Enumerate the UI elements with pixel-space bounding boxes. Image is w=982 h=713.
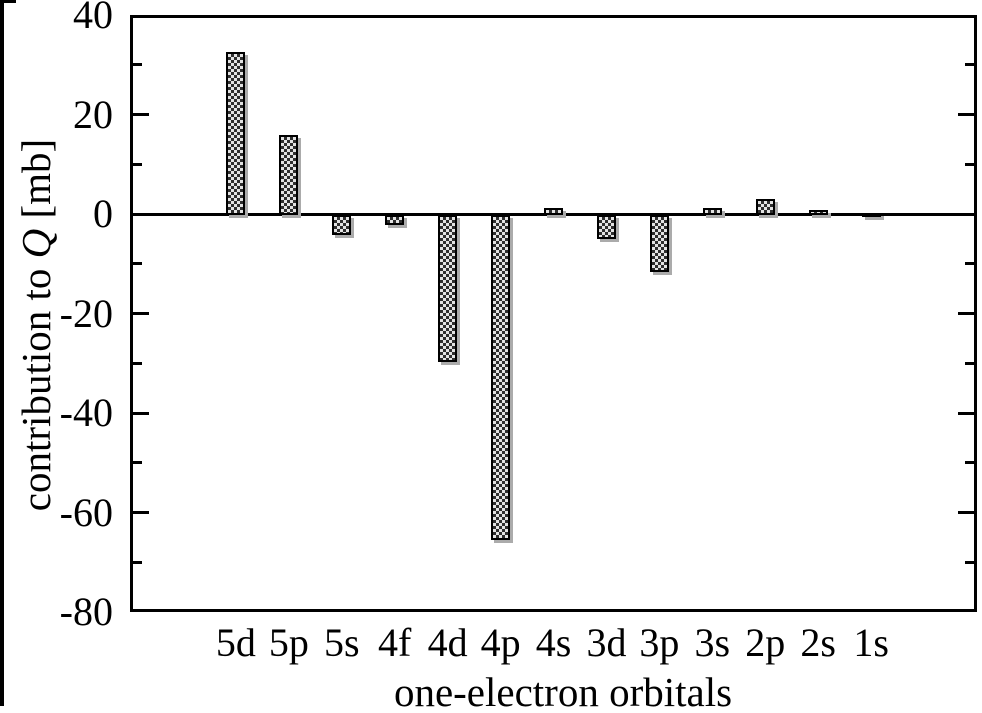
y-tick-right--30 <box>965 361 974 365</box>
y-tick-right--10 <box>965 262 974 266</box>
y-tick-left--50 <box>133 461 142 465</box>
y-tick-left--20 <box>133 312 149 315</box>
y-tick-left--60 <box>133 511 149 514</box>
y-tick-label--20: -20 <box>59 290 113 336</box>
x-tick-label-4d: 4d <box>427 620 468 665</box>
y-tick-right-30 <box>965 63 974 67</box>
y-axis-title-suffix: [mb] <box>13 138 59 229</box>
y-tick-right-10 <box>965 162 974 166</box>
x-tick-label-3p: 3p <box>639 620 680 665</box>
y-tick-left-30 <box>133 63 142 67</box>
x-tick-label-5d: 5d <box>215 620 256 665</box>
x-tick-label-4p: 4p <box>480 620 521 665</box>
figure-frame-left-line <box>0 0 4 706</box>
y-tick-label--60: -60 <box>59 489 113 535</box>
bar-3p <box>649 215 669 272</box>
y-tick-right--70 <box>965 560 974 564</box>
bar-5p <box>279 135 299 215</box>
y-tick-right--20 <box>958 312 974 315</box>
bar-4f <box>385 215 405 226</box>
bar-4d <box>438 215 458 363</box>
y-tick-label-20: 20 <box>73 91 113 137</box>
figure-frame-top-stub <box>0 0 16 3</box>
bar-2p <box>755 199 775 215</box>
bar-4s <box>544 207 563 215</box>
x-tick-label-3s: 3s <box>694 620 731 665</box>
x-tick-label-1s: 1s <box>853 620 889 665</box>
x-tick-label-2p: 2p <box>745 620 786 665</box>
bar-5s <box>332 215 352 235</box>
y-axis-title-symbol: Q <box>13 228 59 259</box>
x-tick-label-5s: 5s <box>323 620 360 665</box>
x-tick-label-2s: 2s <box>800 620 836 665</box>
y-tick-right--40 <box>958 411 974 415</box>
bar-5d <box>226 52 246 215</box>
x-tick-label-4s: 4s <box>535 620 572 665</box>
y-tick-left-0 <box>133 212 149 216</box>
x-tick-label-5p: 5p <box>268 620 309 665</box>
y-tick-left--10 <box>133 262 142 266</box>
x-axis-title: one-electron orbitals <box>393 669 733 713</box>
y-tick-right-0 <box>958 212 974 216</box>
y-axis-title: contribution to Q [mb] <box>13 25 59 625</box>
bar-3s <box>702 208 722 215</box>
plot-area <box>130 15 977 612</box>
y-tick-right-20 <box>958 113 974 116</box>
bar-1s <box>861 213 881 217</box>
y-tick-left-10 <box>133 162 142 166</box>
x-tick-label-4f: 4f <box>378 620 412 665</box>
y-tick-left--70 <box>133 560 142 564</box>
y-tick-label--40: -40 <box>59 390 113 435</box>
y-tick-right--60 <box>958 511 974 514</box>
y-tick-left--40 <box>133 411 149 415</box>
y-tick-right--50 <box>965 461 974 465</box>
y-tick-left--30 <box>133 361 142 365</box>
y-tick-label-0: 0 <box>93 191 113 236</box>
y-tick-left-20 <box>133 113 149 116</box>
bar-2s <box>808 210 828 215</box>
y-tick-label--80: -80 <box>59 589 113 634</box>
bar-3d <box>596 215 616 239</box>
x-tick-label-3d: 3d <box>586 620 627 665</box>
y-axis-title-prefix: contribution to <box>13 258 59 512</box>
bar-4p <box>491 215 511 540</box>
y-tick-label-40: 40 <box>73 0 113 37</box>
